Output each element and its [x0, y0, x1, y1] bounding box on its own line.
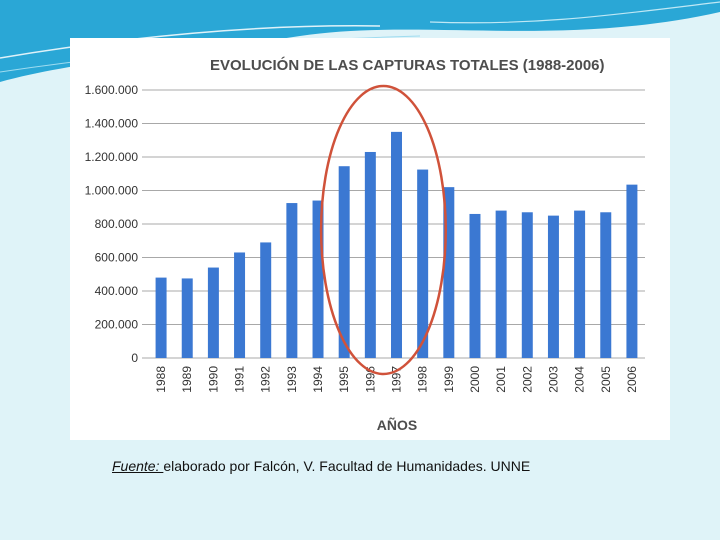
x-tick-label: 2002 [520, 366, 534, 393]
bar-2003 [547, 215, 559, 358]
chart-panel: EVOLUCIÓN DE LAS CAPTURAS TOTALES (1988-… [70, 38, 670, 440]
y-axis-ticks: 0 200.000 400.000 600.000 800.000 1.000.000 1.… [85, 83, 139, 365]
bars [155, 131, 638, 358]
bar-1998 [417, 169, 429, 358]
bar-2000 [469, 213, 481, 358]
bar-1991 [234, 252, 246, 358]
x-tick-label: 2003 [546, 366, 560, 393]
x-tick-label: 1990 [206, 366, 220, 393]
x-tick-label: 2001 [494, 366, 508, 393]
bar-1992 [260, 242, 272, 358]
source-label: Fuente: [112, 458, 164, 474]
x-tick-label: 1992 [259, 366, 273, 393]
x-tick-label: 1995 [337, 366, 351, 393]
bar-1988 [155, 277, 167, 358]
x-tick-label: 1991 [233, 366, 247, 393]
bar-1994 [312, 200, 324, 358]
highlight-ellipse [319, 84, 447, 376]
x-tick-label: 2004 [573, 366, 587, 393]
bar-2004 [574, 210, 586, 358]
bar-1993 [286, 203, 298, 358]
x-tick-label: 1989 [180, 366, 194, 393]
x-tick-label: 1993 [285, 366, 299, 393]
bar-1996 [364, 151, 376, 358]
x-tick-label: 1994 [311, 366, 325, 393]
chart-title: EVOLUCIÓN DE LAS CAPTURAS TOTALES (1988-… [210, 56, 605, 74]
x-tick-label: 2005 [599, 366, 613, 393]
y-tick-label: 800.000 [95, 217, 139, 231]
bar-1990 [207, 267, 219, 358]
bar-2006 [626, 184, 638, 358]
y-tick-label: 1.000.000 [85, 184, 139, 198]
y-tick-label: 400.000 [95, 284, 139, 298]
x-tick-label: 2006 [625, 366, 639, 393]
bar-1997 [391, 131, 402, 358]
y-tick-label: 1.600.000 [85, 83, 139, 97]
source-text: elaborado por Falcón, V. Facultad de Hum… [163, 458, 531, 474]
y-tick-label: 1.400.000 [85, 117, 139, 131]
y-tick-label: 1.200.000 [85, 150, 139, 164]
x-tick-label: 1998 [416, 366, 430, 393]
x-axis-label: AÑOS [377, 416, 417, 433]
y-tick-label: 0 [131, 351, 138, 365]
bar-1999 [443, 187, 455, 358]
source-note: Fuente: elaborado por Falcón, V. Faculta… [112, 458, 530, 474]
x-tick-label: 1988 [154, 366, 168, 393]
bar-1989 [181, 278, 193, 358]
bar-chart: EVOLUCIÓN DE LAS CAPTURAS TOTALES (1988-… [85, 56, 645, 433]
bar-2002 [521, 212, 533, 358]
y-tick-label: 200.000 [95, 318, 139, 332]
x-tick-label: 1999 [442, 366, 456, 393]
x-tick-label: 2000 [468, 366, 482, 393]
bar-1995 [338, 166, 350, 358]
y-tick-label: 600.000 [95, 251, 139, 265]
bar-2005 [600, 212, 612, 358]
bar-2001 [495, 210, 507, 358]
x-axis-ticks: 1988 1989 1990 1991 1992 1993 1994 1995 1996 1997… [154, 366, 639, 393]
